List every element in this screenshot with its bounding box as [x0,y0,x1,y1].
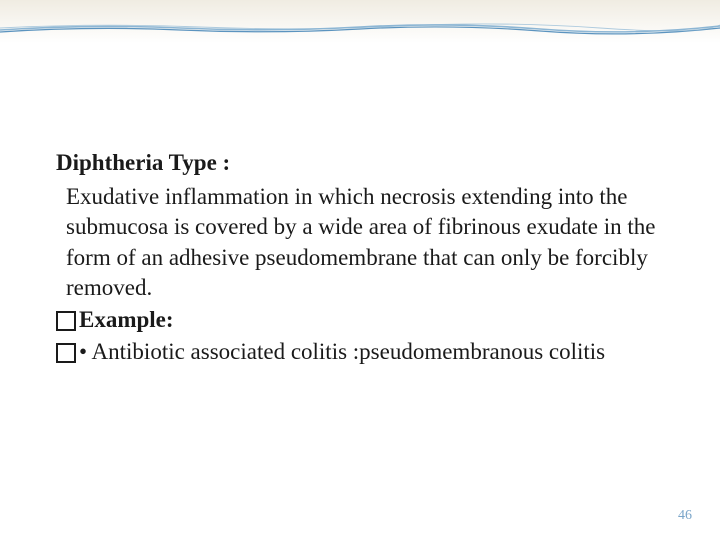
example-label-row: Example: [56,305,656,335]
decorative-top-wave [0,22,720,36]
slide-heading: Diphtheria Type : [56,148,656,178]
example-item-row: • Antibiotic associated colitis :pseudom… [56,337,656,367]
page-number: 46 [678,508,692,524]
example-item-text: • Antibiotic associated colitis :pseudom… [79,337,605,367]
slide-body-text: Exudative inflammation in which necrosis… [66,182,656,303]
content-block: Diphtheria Type : Exudative inflammation… [56,148,656,368]
wave-icon [0,22,720,36]
example-label: Example: [79,305,174,335]
slide-container: Diphtheria Type : Exudative inflammation… [0,0,720,540]
square-bullet-icon [56,311,76,331]
square-bullet-icon [56,343,76,363]
